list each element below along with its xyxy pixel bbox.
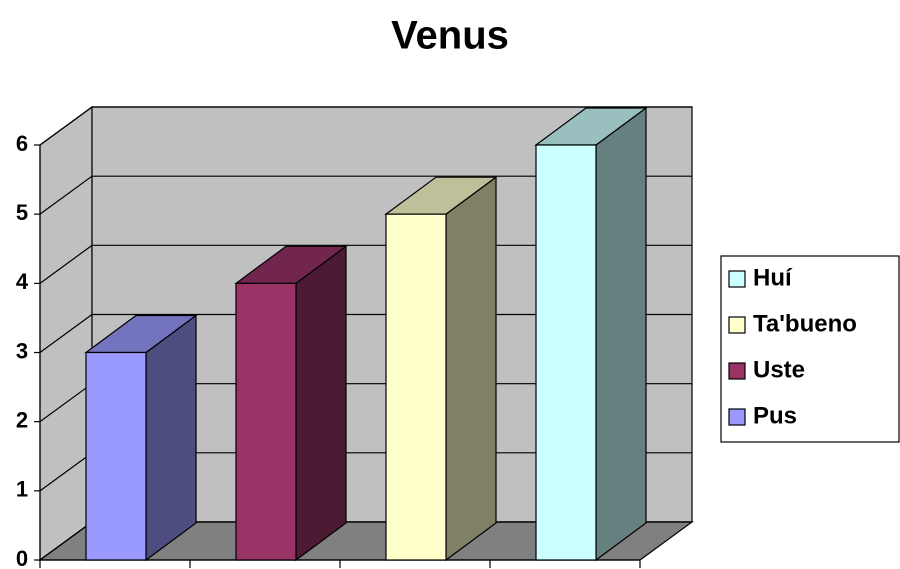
legend-label: Uste bbox=[753, 356, 805, 383]
y-tick-label: 2 bbox=[16, 407, 28, 432]
y-tick-label: 4 bbox=[16, 269, 29, 294]
y-tick-label: 6 bbox=[16, 131, 28, 156]
bar-side bbox=[445, 175, 497, 562]
legend-swatch bbox=[728, 362, 746, 380]
legend-swatch bbox=[728, 408, 746, 426]
legend-swatch bbox=[728, 316, 746, 334]
bar bbox=[84, 314, 198, 562]
legend bbox=[720, 255, 900, 443]
grid-line bbox=[39, 106, 692, 146]
bar-side bbox=[145, 314, 197, 562]
bar bbox=[234, 245, 348, 562]
bar-front bbox=[385, 213, 447, 561]
bar-front bbox=[85, 351, 147, 561]
legend-label: Huí bbox=[753, 264, 793, 291]
bar bbox=[534, 106, 648, 562]
chart-title: Venus bbox=[391, 14, 509, 58]
grid-line bbox=[39, 175, 692, 215]
bar-front bbox=[235, 282, 297, 561]
y-tick-label: 1 bbox=[16, 477, 28, 502]
legend-label: Pus bbox=[753, 402, 797, 429]
legend-swatch bbox=[728, 270, 746, 288]
bar-side bbox=[295, 245, 347, 562]
legend-label: Ta'bueno bbox=[753, 310, 857, 337]
y-tick-label: 5 bbox=[16, 200, 28, 225]
y-tick-label: 0 bbox=[16, 546, 28, 569]
bar-front bbox=[535, 144, 597, 561]
bar bbox=[384, 175, 498, 562]
bar-side bbox=[595, 106, 647, 562]
y-tick-label: 3 bbox=[16, 338, 28, 363]
